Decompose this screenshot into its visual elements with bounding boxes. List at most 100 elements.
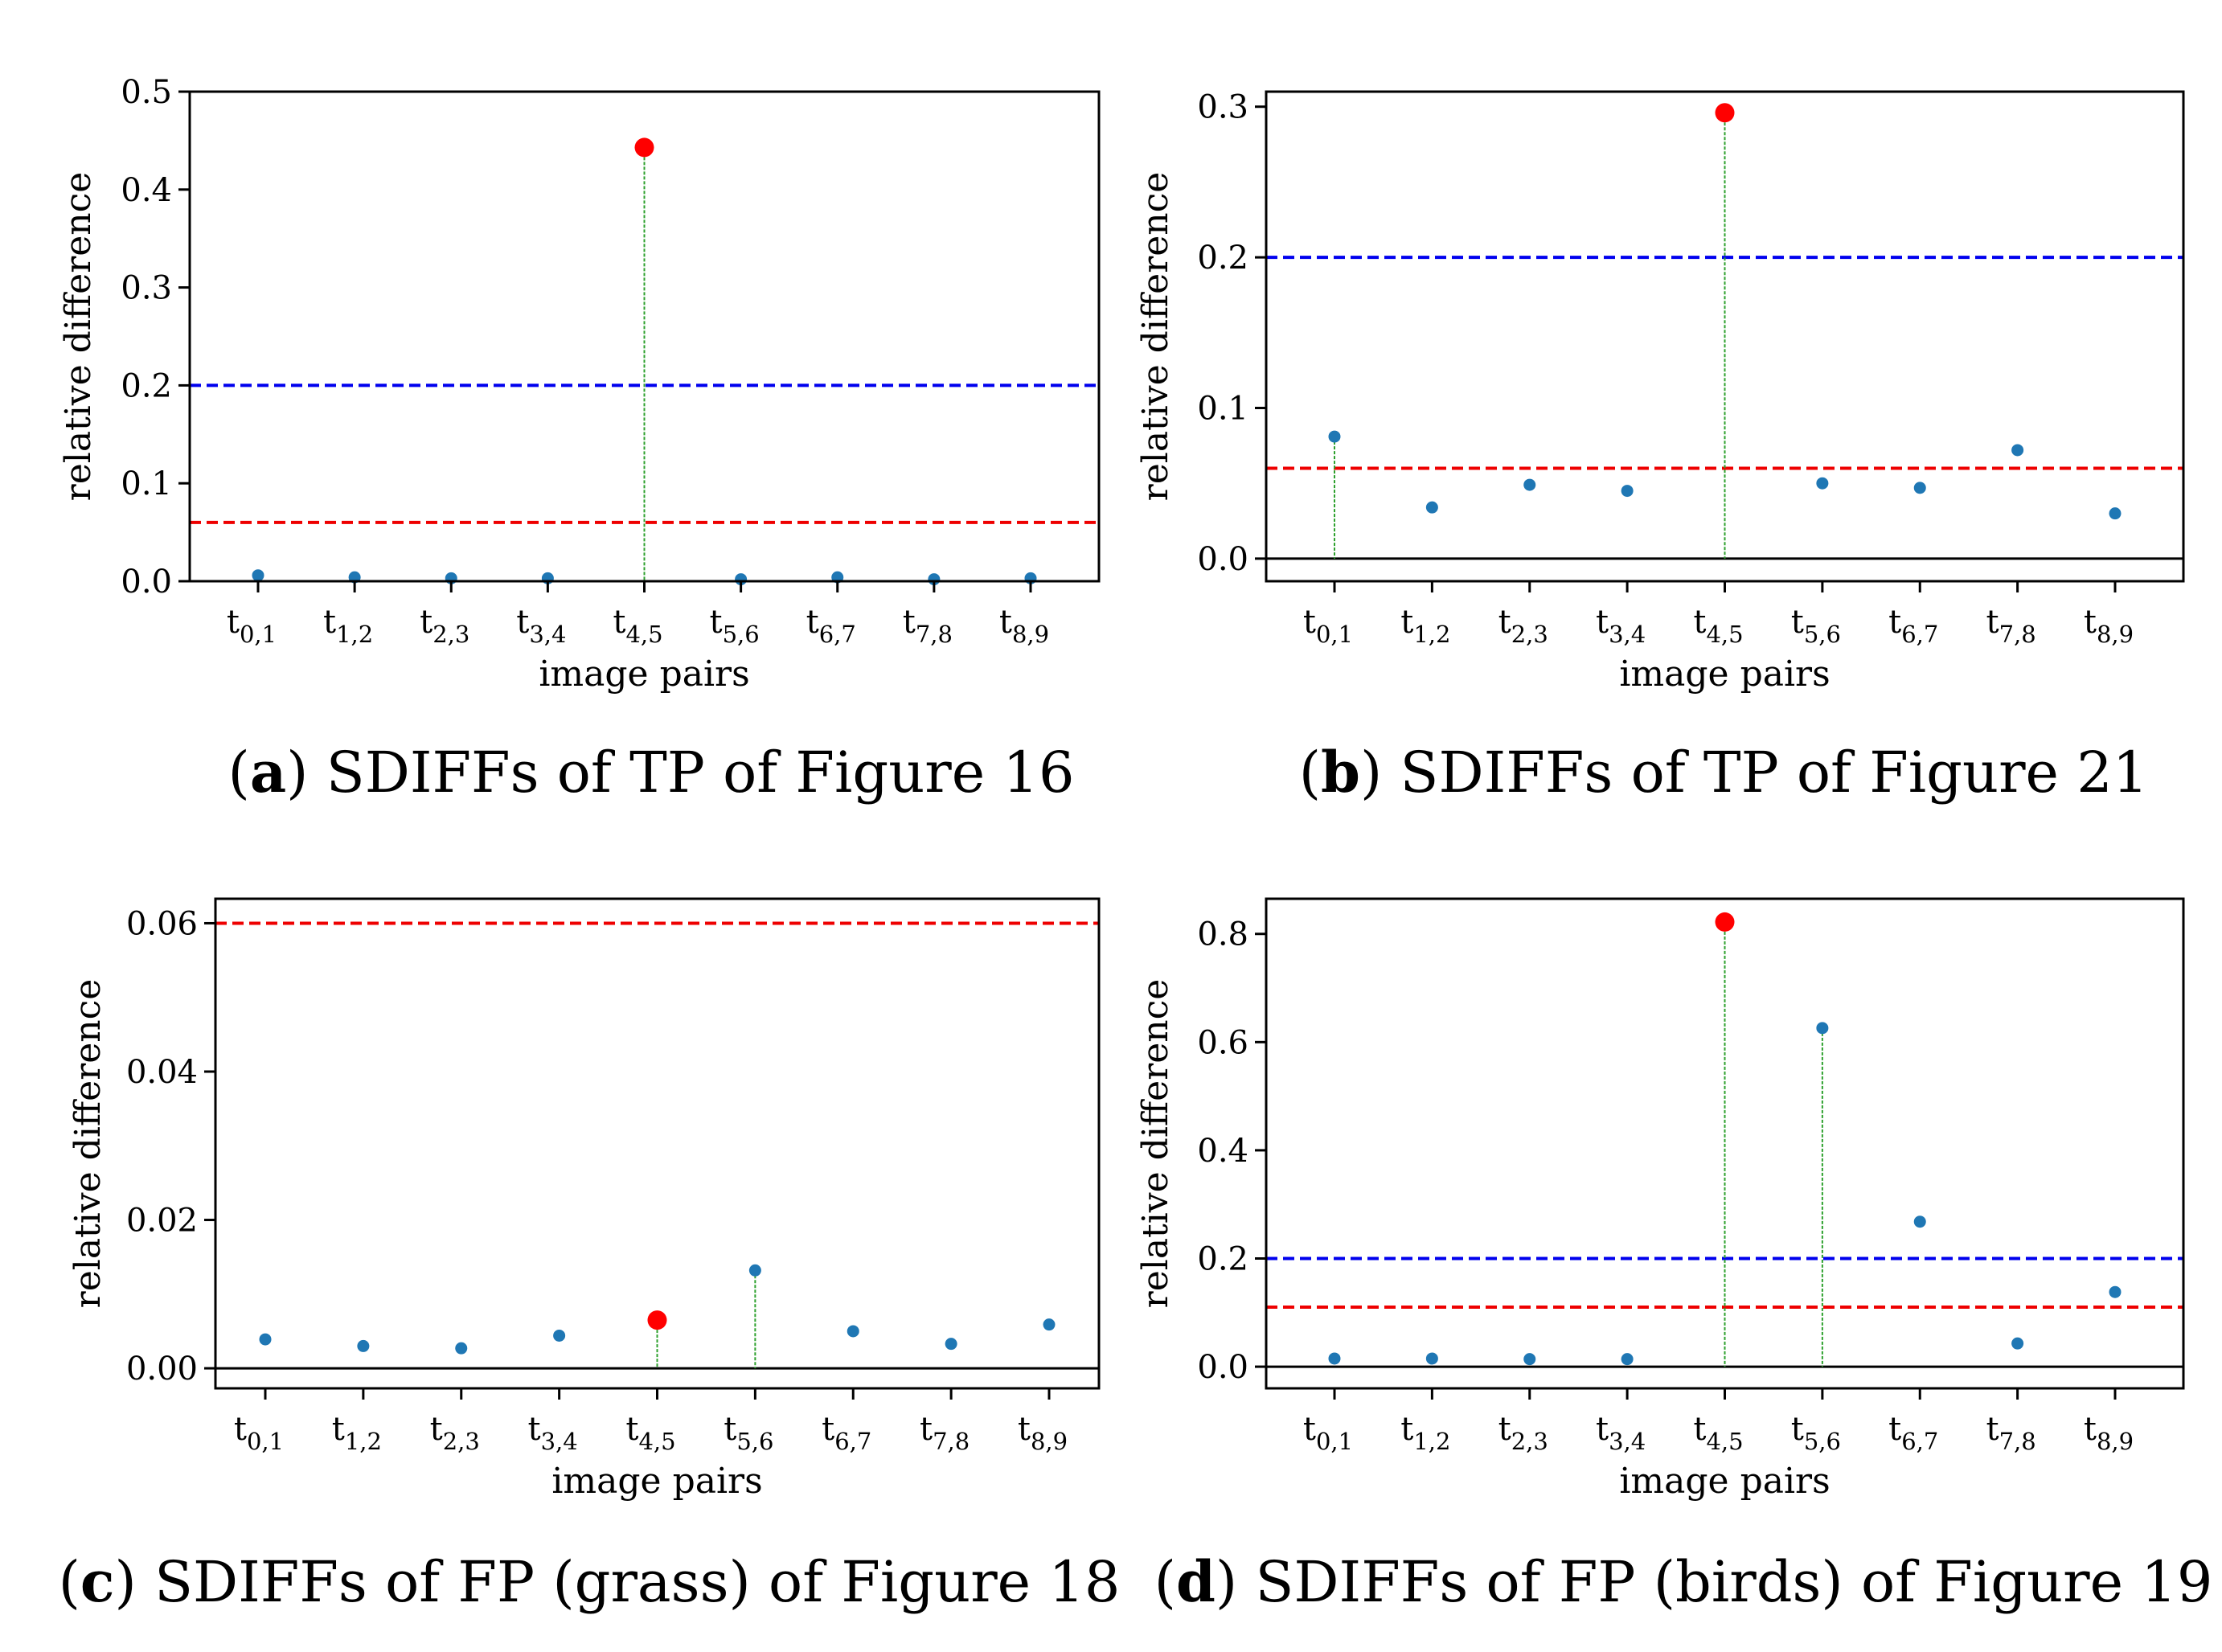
x-tick-label: t0,1 bbox=[234, 1411, 284, 1455]
chart-panel-b: 0.0 0.1 0.2 0.3 t0,1 t1,2 t2,3 t3,4 t4,5 t5,6 t6,7… bbox=[1135, 89, 2185, 806]
data-point bbox=[1043, 1318, 1056, 1331]
x-axis-label: image pairs bbox=[551, 1461, 762, 1502]
y-tick-label: 0.2 bbox=[121, 367, 172, 404]
data-point bbox=[1621, 1353, 1634, 1366]
x-tick-label: t4,5 bbox=[1693, 1411, 1743, 1455]
y-axis-label: relative difference bbox=[1135, 172, 1176, 502]
y-axis-label: relative difference bbox=[58, 172, 99, 502]
chart-caption: (b) SDIFFs of TP of Figure 21 bbox=[1299, 739, 2149, 806]
x-tick-label: t0,1 bbox=[227, 604, 277, 648]
data-point bbox=[1425, 1352, 1438, 1365]
data-point bbox=[2011, 1337, 2024, 1350]
y-tick-label: 0.3 bbox=[121, 270, 172, 307]
x-tick-label: t6,7 bbox=[1888, 604, 1938, 648]
data-point bbox=[1913, 1215, 1926, 1228]
data-point bbox=[748, 1264, 761, 1277]
y-tick-label: 0.4 bbox=[121, 172, 172, 209]
y-tick-label: 0.2 bbox=[1197, 1240, 1248, 1277]
x-tick-label: t3,4 bbox=[1596, 604, 1646, 648]
x-tick-label: t3,4 bbox=[516, 604, 566, 648]
x-tick-label: t7,8 bbox=[1986, 604, 2036, 648]
data-point bbox=[1425, 501, 1438, 514]
y-tick-label: 0.0 bbox=[1197, 541, 1248, 578]
y-tick-label: 0.02 bbox=[126, 1203, 198, 1240]
x-tick-label: t6,7 bbox=[806, 604, 856, 648]
data-point bbox=[2011, 444, 2024, 457]
x-tick-label: t2,3 bbox=[420, 604, 469, 648]
x-tick-label: t5,6 bbox=[1791, 604, 1841, 648]
data-point bbox=[1523, 1353, 1536, 1366]
y-tick-label: 0.0 bbox=[1197, 1349, 1248, 1386]
x-axis-label: image pairs bbox=[539, 654, 749, 695]
data-point bbox=[945, 1338, 957, 1351]
y-tick-label: 0.5 bbox=[121, 74, 172, 111]
highlight-point bbox=[647, 1310, 667, 1330]
data-point bbox=[2109, 1285, 2122, 1298]
y-tick-label: 0.00 bbox=[126, 1351, 198, 1388]
y-tick-label: 0.1 bbox=[121, 465, 172, 502]
data-point bbox=[1328, 1352, 1341, 1365]
x-tick-label: t7,8 bbox=[920, 1411, 970, 1455]
y-tick-label: 0.6 bbox=[1197, 1024, 1248, 1061]
x-tick-label: t2,3 bbox=[1498, 1411, 1548, 1455]
chart-panel-d: 0.0 0.2 0.4 0.6 0.8 t0,1 t1,2 t2,3 t3,4 t4,5 t5,6 t… bbox=[1135, 897, 2213, 1615]
x-tick-label: t8,9 bbox=[999, 604, 1049, 648]
y-tick-label: 0.1 bbox=[1197, 391, 1248, 428]
y-tick-label: 0.0 bbox=[121, 564, 172, 601]
y-tick-label: 0.04 bbox=[126, 1054, 198, 1091]
x-axis-label: image pairs bbox=[1619, 654, 1830, 695]
x-tick-label: t7,8 bbox=[1986, 1411, 2036, 1455]
y-tick-label: 0.8 bbox=[1197, 916, 1248, 953]
data-point bbox=[2109, 507, 2122, 520]
x-axis-label: image pairs bbox=[1619, 1461, 1830, 1502]
y-tick-label: 0.2 bbox=[1197, 240, 1248, 277]
chart-panel-a: 0.0 0.1 0.2 0.3 0.4 0.5 t0,1 t1,2 t2,3 t3,4 t4,5 t5… bbox=[58, 74, 1101, 806]
chart-caption: (a) SDIFFs of TP of Figure 16 bbox=[228, 739, 1075, 806]
data-point bbox=[259, 1333, 272, 1346]
x-tick-label: t4,5 bbox=[1693, 604, 1743, 648]
x-tick-label: t4,5 bbox=[613, 604, 662, 648]
highlight-point bbox=[1715, 912, 1735, 932]
x-tick-label: t7,8 bbox=[903, 604, 953, 648]
x-tick-label: t1,2 bbox=[1400, 604, 1450, 648]
x-tick-label: t8,9 bbox=[1018, 1411, 1068, 1455]
x-tick-label: t5,6 bbox=[710, 604, 760, 648]
y-axis-label: relative difference bbox=[68, 979, 109, 1309]
x-tick-label: t1,2 bbox=[1400, 1411, 1450, 1455]
data-point bbox=[847, 1325, 859, 1338]
y-axis-label: relative difference bbox=[1135, 979, 1176, 1309]
highlight-point bbox=[634, 137, 654, 158]
y-tick-label: 0.06 bbox=[126, 905, 198, 942]
x-tick-label: t3,4 bbox=[1596, 1411, 1646, 1455]
highlight-point bbox=[1715, 103, 1735, 123]
data-point bbox=[1913, 482, 1926, 494]
data-point bbox=[1816, 477, 1829, 490]
chart-caption: (c) SDIFFs of FP (grass) of Figure 18 bbox=[59, 1548, 1121, 1615]
x-tick-label: t8,9 bbox=[2084, 1411, 2134, 1455]
chart-caption: (d) SDIFFs of FP (birds) of Figure 19 bbox=[1154, 1548, 2213, 1615]
chart-panel-c: 0.00 0.02 0.04 0.06 t0,1 t1,2 t2,3 t3,4 t4,5 t5,6… bbox=[59, 897, 1121, 1615]
x-tick-label: t2,3 bbox=[430, 1411, 480, 1455]
x-tick-label: t1,2 bbox=[332, 1411, 382, 1455]
x-tick-label: t5,6 bbox=[724, 1411, 773, 1455]
x-tick-label: t4,5 bbox=[625, 1411, 675, 1455]
data-point bbox=[1816, 1022, 1829, 1035]
data-point bbox=[1328, 430, 1341, 443]
x-tick-label: t6,7 bbox=[822, 1411, 871, 1455]
x-tick-label: t6,7 bbox=[1888, 1411, 1938, 1455]
y-tick-label: 0.4 bbox=[1197, 1133, 1248, 1170]
data-point bbox=[252, 569, 264, 582]
x-tick-label: t0,1 bbox=[1303, 1411, 1353, 1455]
data-point bbox=[455, 1342, 468, 1355]
data-point bbox=[1523, 478, 1536, 491]
x-tick-label: t8,9 bbox=[2084, 604, 2134, 648]
x-tick-label: t1,2 bbox=[323, 604, 373, 648]
data-point bbox=[1621, 485, 1634, 498]
data-point bbox=[553, 1329, 566, 1342]
x-tick-label: t3,4 bbox=[528, 1411, 578, 1455]
data-point bbox=[357, 1339, 370, 1352]
x-tick-label: t2,3 bbox=[1498, 604, 1548, 648]
x-tick-label: t0,1 bbox=[1303, 604, 1353, 648]
y-tick-label: 0.3 bbox=[1197, 89, 1248, 126]
